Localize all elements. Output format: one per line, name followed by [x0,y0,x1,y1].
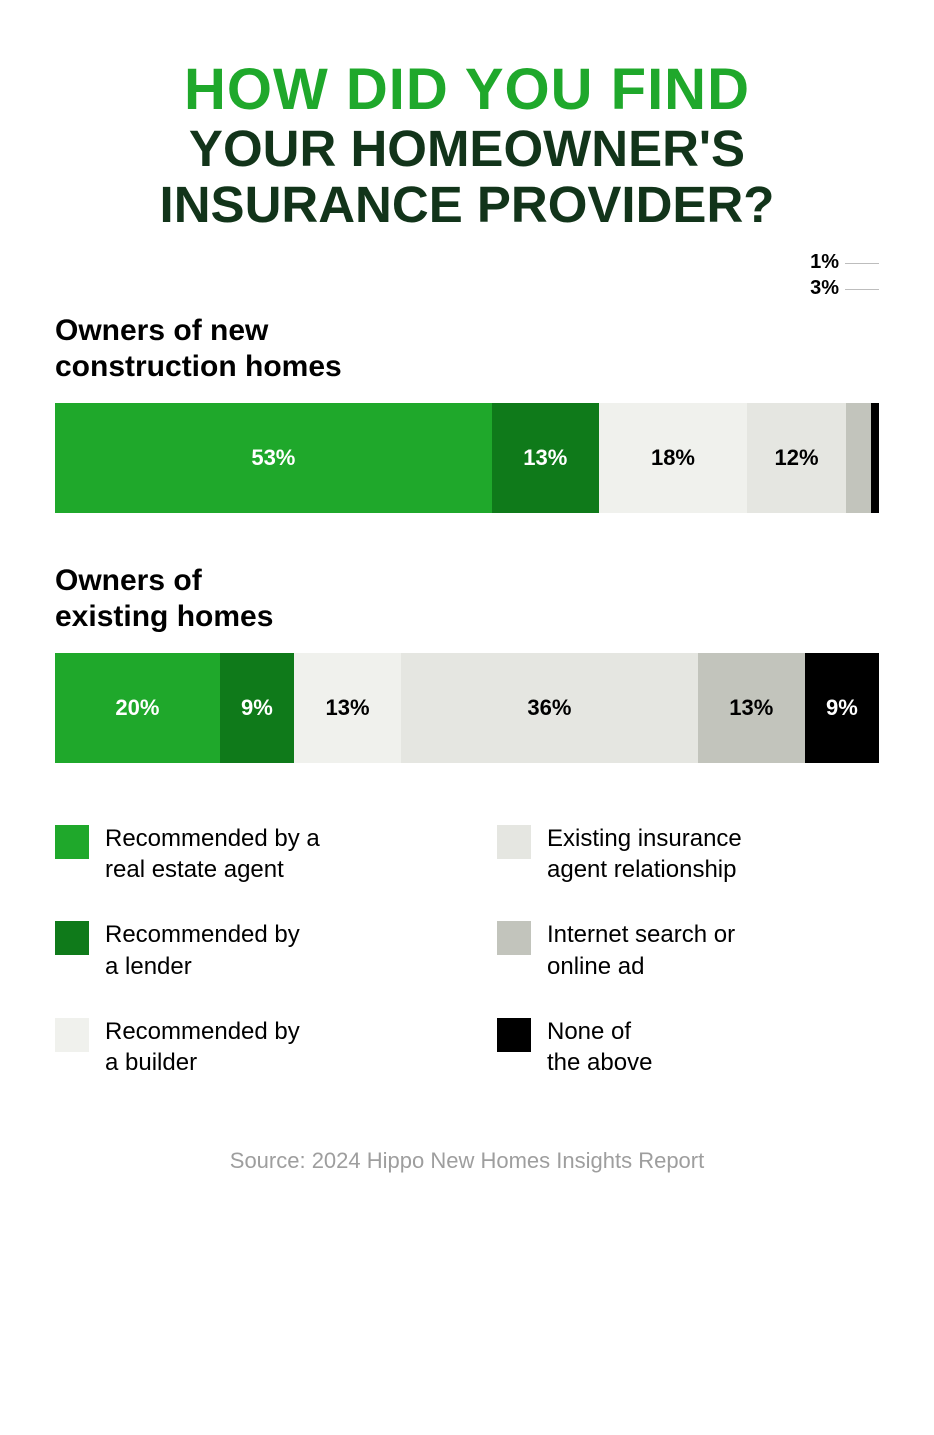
legend-swatch [55,921,89,955]
legend-swatch [497,1018,531,1052]
chart-group: Owners ofexisting homes20%9%13%36%13%9% [55,563,879,763]
callouts: 1%3% [679,251,879,313]
legend-item: None ofthe above [497,1016,879,1078]
title-line1: HOW DID YOU FIND [55,60,879,121]
stacked-bar: 20%9%13%36%13%9% [55,653,879,763]
bar-segment: 18% [599,403,747,513]
bar-segment: 12% [747,403,846,513]
bar-segment [846,403,871,513]
bar-segment: 13% [294,653,401,763]
legend-label: None ofthe above [547,1016,652,1078]
legend-item: Recommended by areal estate agent [55,823,437,885]
title-line2: YOUR HOMEOWNER'S INSURANCE PROVIDER? [55,121,879,233]
chart-group-label: Owners of newconstruction homes [55,313,879,385]
legend-label: Recommended bya lender [105,919,300,981]
legend-label: Recommended bya builder [105,1016,300,1078]
chart-group: Owners of newconstruction homes1%3%53%13… [55,313,879,513]
legend-item: Existing insuranceagent relationship [497,823,879,885]
bar-segment: 13% [698,653,805,763]
legend-swatch [497,921,531,955]
source-text: Source: 2024 Hippo New Homes Insights Re… [55,1148,879,1174]
bar-segment: 36% [401,653,698,763]
legend-label: Recommended by areal estate agent [105,823,320,885]
bar-segment: 20% [55,653,220,763]
title-block: HOW DID YOU FIND YOUR HOMEOWNER'S INSURA… [55,60,879,233]
legend-item: Recommended bya lender [55,919,437,981]
stacked-bar: 53%13%18%12% [55,403,879,513]
legend-swatch [497,825,531,859]
callout-label: 3% [810,277,839,300]
bar-segment: 9% [220,653,294,763]
callout-leader [845,289,879,290]
bar-segment: 13% [492,403,599,513]
bar-segment: 9% [805,653,879,763]
legend-label: Existing insuranceagent relationship [547,823,742,885]
bar-segment: 53% [55,403,492,513]
charts-container: Owners of newconstruction homes1%3%53%13… [55,313,879,763]
legend-label: Internet search oronline ad [547,919,735,981]
callout-leader [845,263,879,264]
legend-swatch [55,825,89,859]
bar-segment [871,403,879,513]
legend: Recommended by areal estate agent Existin… [55,823,879,1078]
legend-item: Recommended bya builder [55,1016,437,1078]
legend-swatch [55,1018,89,1052]
callout-label: 1% [810,251,839,274]
legend-item: Internet search oronline ad [497,919,879,981]
chart-group-label: Owners ofexisting homes [55,563,879,635]
